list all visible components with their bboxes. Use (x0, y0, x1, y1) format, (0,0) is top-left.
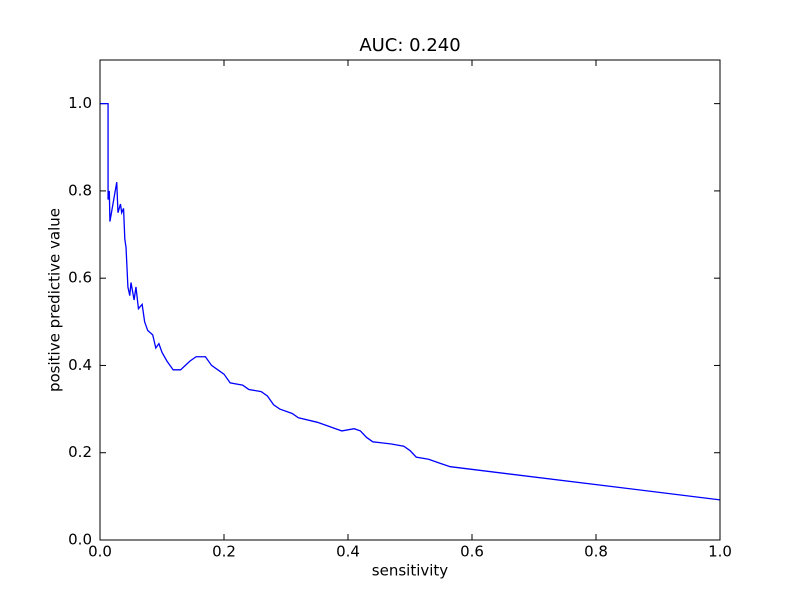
y-tick-label: 0.4 (68, 356, 92, 374)
chart-title: AUC: 0.240 (359, 35, 460, 56)
y-tick-label: 0.8 (68, 181, 92, 199)
y-tick-label: 0.6 (68, 269, 92, 287)
plot-frame (99, 59, 721, 541)
x-tick-label: 0.8 (584, 543, 608, 561)
y-tick-label: 0.0 (68, 531, 92, 549)
x-tick-label: 0.6 (460, 543, 484, 561)
x-tick-label: 0.0 (88, 543, 112, 561)
x-tick-label: 0.2 (212, 543, 236, 561)
x-tick-label: 0.4 (336, 543, 360, 561)
x-tick-label: 1.0 (708, 543, 732, 561)
x-axis-label: sensitivity (372, 562, 449, 580)
y-tick-label: 1.0 (68, 94, 92, 112)
y-axis-label: positive predictive value (46, 208, 64, 392)
y-tick-label: 0.2 (68, 443, 92, 461)
line-series (100, 102, 721, 501)
